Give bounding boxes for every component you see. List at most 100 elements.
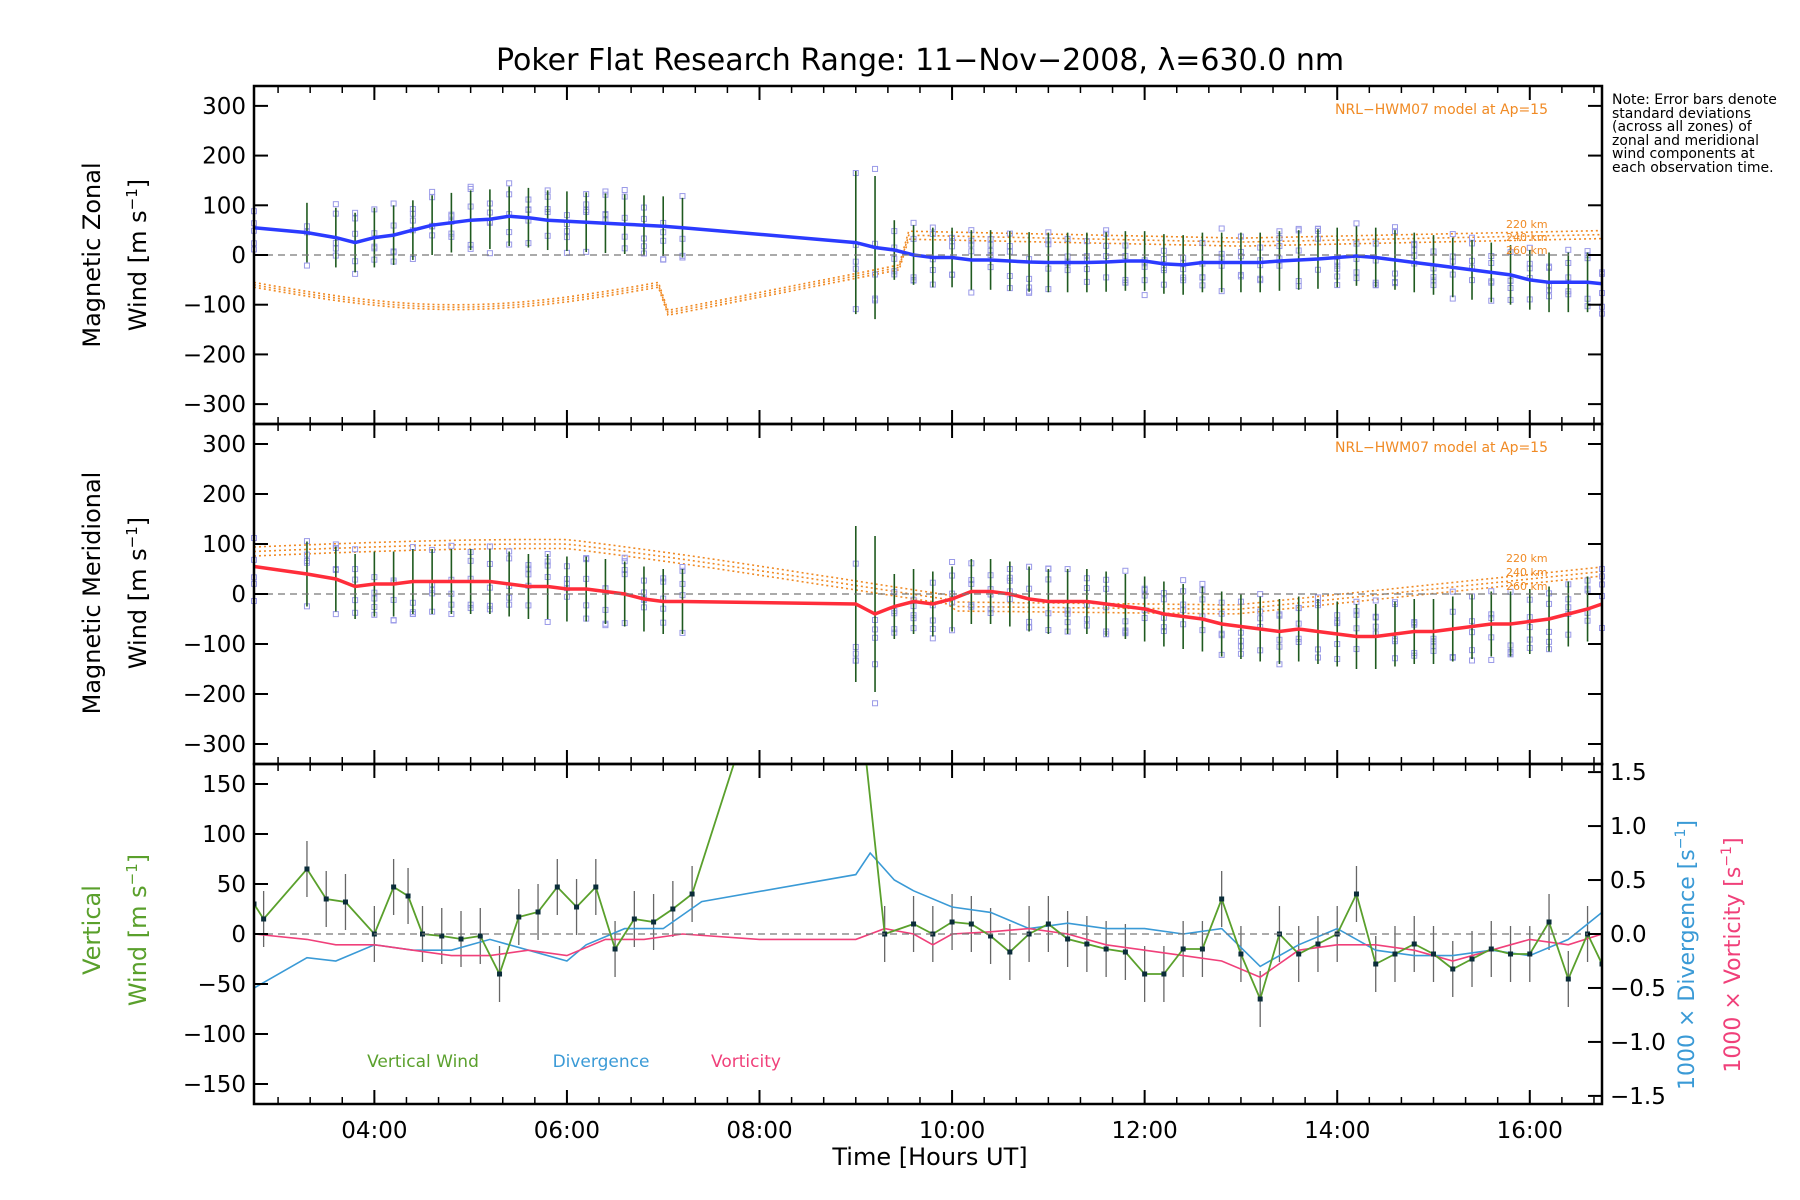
sample-marker bbox=[1488, 656, 1495, 663]
y-tick-label: −50 bbox=[197, 972, 246, 998]
sample-marker bbox=[390, 200, 397, 207]
vertical-wind-point bbox=[1238, 951, 1244, 957]
vertical-wind-point bbox=[342, 899, 348, 905]
sample-marker bbox=[332, 611, 339, 618]
sample-marker bbox=[429, 188, 436, 195]
y2-tick-label: −1.5 bbox=[1610, 1084, 1666, 1110]
meridional-sample-markers bbox=[251, 535, 1605, 707]
zonal-error-bars bbox=[253, 170, 1603, 320]
vertical-wind-point bbox=[477, 933, 483, 939]
vertical-wind-point bbox=[1565, 976, 1571, 982]
meridional-model-height-220: 220 km bbox=[1506, 552, 1548, 565]
vertical-wind-point bbox=[405, 893, 411, 899]
y-tick-label: −300 bbox=[183, 392, 246, 418]
sample-marker bbox=[1449, 588, 1456, 595]
zonal-model-height-240: 240 km bbox=[1506, 231, 1548, 244]
y2-tick-label: 1.5 bbox=[1610, 760, 1647, 786]
x-tick-label: 06:00 bbox=[534, 1118, 600, 1144]
sample-marker bbox=[1257, 591, 1264, 598]
vertical-wind-point bbox=[1296, 951, 1302, 957]
vertical-wind-point bbox=[1527, 951, 1533, 957]
sample-marker bbox=[910, 219, 917, 226]
model-curve bbox=[253, 233, 1603, 314]
sample-marker bbox=[872, 165, 879, 172]
vertical-wind-point bbox=[574, 904, 580, 910]
sample-marker bbox=[660, 256, 667, 263]
vertical-wind-point bbox=[1180, 946, 1186, 952]
sample-marker bbox=[486, 250, 493, 257]
legend-vorticity: Vorticity bbox=[711, 1052, 781, 1072]
meridional-model-curves bbox=[253, 538, 1603, 615]
vertical-wind-point bbox=[1450, 966, 1456, 972]
vertical-wind-point bbox=[323, 896, 329, 902]
y-tick-label: −300 bbox=[183, 732, 246, 758]
error-bar-note: Note: Error bars denote standard deviati… bbox=[1612, 92, 1777, 176]
divergence-line bbox=[254, 851, 1602, 989]
vertical-wind-point bbox=[1353, 891, 1359, 897]
sample-marker bbox=[332, 201, 339, 208]
vertical-wind-point bbox=[631, 916, 637, 922]
y2-tick-label: −1.0 bbox=[1610, 1030, 1666, 1056]
y-tick-label: −100 bbox=[183, 293, 246, 319]
model-curve bbox=[253, 538, 1603, 606]
vertical-wind-point bbox=[1411, 941, 1417, 947]
vertical-wind-point bbox=[1045, 921, 1051, 927]
zonal-sample-markers bbox=[251, 165, 1605, 317]
model-curve bbox=[253, 237, 1603, 317]
y-tick-label: 100 bbox=[202, 193, 246, 219]
vertical-wind-point bbox=[651, 919, 657, 925]
vertical-wind-point bbox=[988, 933, 994, 939]
x-tick-label: 08:00 bbox=[726, 1118, 792, 1144]
sample-marker bbox=[390, 617, 397, 624]
sample-marker bbox=[679, 193, 686, 200]
y-tick-label: −100 bbox=[183, 632, 246, 658]
x-tick-label: 12:00 bbox=[1111, 1118, 1177, 1144]
y-tick-label: 100 bbox=[202, 822, 246, 848]
vertical-wind-point bbox=[1431, 951, 1436, 957]
vertical-wind-point bbox=[261, 916, 267, 922]
sample-marker bbox=[1353, 220, 1360, 227]
sample-marker bbox=[872, 700, 879, 707]
vertical-wind-point bbox=[1315, 941, 1321, 947]
vertical-wind-point bbox=[554, 884, 560, 890]
x-tick-label: 16:00 bbox=[1497, 1118, 1563, 1144]
meridional-error-bars bbox=[253, 526, 1603, 692]
meridional-wind-panel: 300 200 100 0 −100 −200 −300 NRL−HWM07 model a… bbox=[78, 422, 1605, 766]
vertical-wind-panel: 150 100 50 0 −50 −100 −150 1.5 1.0 0.5 0.0 −0.5 −1.0… bbox=[78, 760, 1746, 1144]
model-curve bbox=[253, 547, 1603, 615]
sample-marker bbox=[1565, 246, 1572, 253]
sample-marker bbox=[303, 262, 310, 269]
sample-marker bbox=[929, 635, 936, 642]
x-tick-label: 14:00 bbox=[1304, 1118, 1370, 1144]
y2-tick-label: 1.0 bbox=[1610, 814, 1647, 840]
zonal-wind-series bbox=[253, 214, 1603, 286]
zonal-ylabel-units: Wind [m s−1] bbox=[123, 179, 152, 331]
sample-marker bbox=[1122, 567, 1129, 574]
sample-marker bbox=[506, 180, 513, 187]
vertical-wind-point bbox=[1392, 951, 1398, 957]
vertical-wind-point bbox=[535, 909, 541, 915]
sample-marker bbox=[467, 183, 474, 190]
sample-marker bbox=[1449, 231, 1456, 238]
y-tick-label: 150 bbox=[202, 772, 246, 798]
vertical-wind-point bbox=[670, 906, 676, 912]
meridional-ylabel-units: Wind [m s−1] bbox=[123, 517, 152, 669]
y-tick-label: 50 bbox=[217, 872, 246, 898]
sample-marker bbox=[1180, 577, 1187, 584]
sample-marker bbox=[486, 543, 493, 550]
sample-marker bbox=[448, 542, 455, 549]
sample-marker bbox=[544, 618, 551, 625]
x-tick-label: 04:00 bbox=[341, 1118, 407, 1144]
sample-marker bbox=[968, 289, 975, 296]
vertical-wind-point bbox=[304, 866, 310, 872]
vertical-wind-point bbox=[497, 971, 503, 977]
x-axis-label: Time [Hours UT] bbox=[831, 1143, 1027, 1171]
y2-tick-label: 0.5 bbox=[1610, 868, 1647, 894]
vertical-wind-point bbox=[1084, 941, 1090, 947]
y-tick-label: 0 bbox=[231, 582, 246, 608]
y-tick-label: −200 bbox=[183, 682, 246, 708]
y-tick-label: −100 bbox=[183, 1022, 246, 1048]
vertical-wind-point bbox=[1546, 919, 1552, 925]
sample-marker bbox=[1218, 225, 1225, 232]
